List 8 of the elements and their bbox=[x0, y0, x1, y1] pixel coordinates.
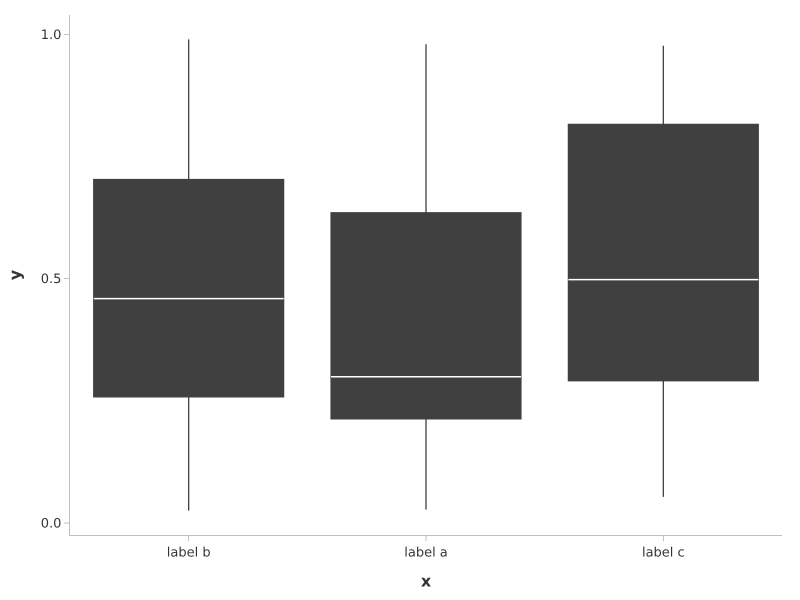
y-tick-label: 1.0 bbox=[40, 28, 62, 44]
y-tick-label: 0.5 bbox=[40, 272, 62, 288]
y-axis-title: y bbox=[6, 269, 25, 280]
x-tick-label: label a bbox=[404, 546, 448, 561]
x-axis-title: x bbox=[420, 571, 432, 590]
x-tick-label: label c bbox=[642, 546, 685, 561]
x-tick-label: label b bbox=[166, 546, 211, 561]
y-tick-label: 0.0 bbox=[40, 516, 62, 532]
